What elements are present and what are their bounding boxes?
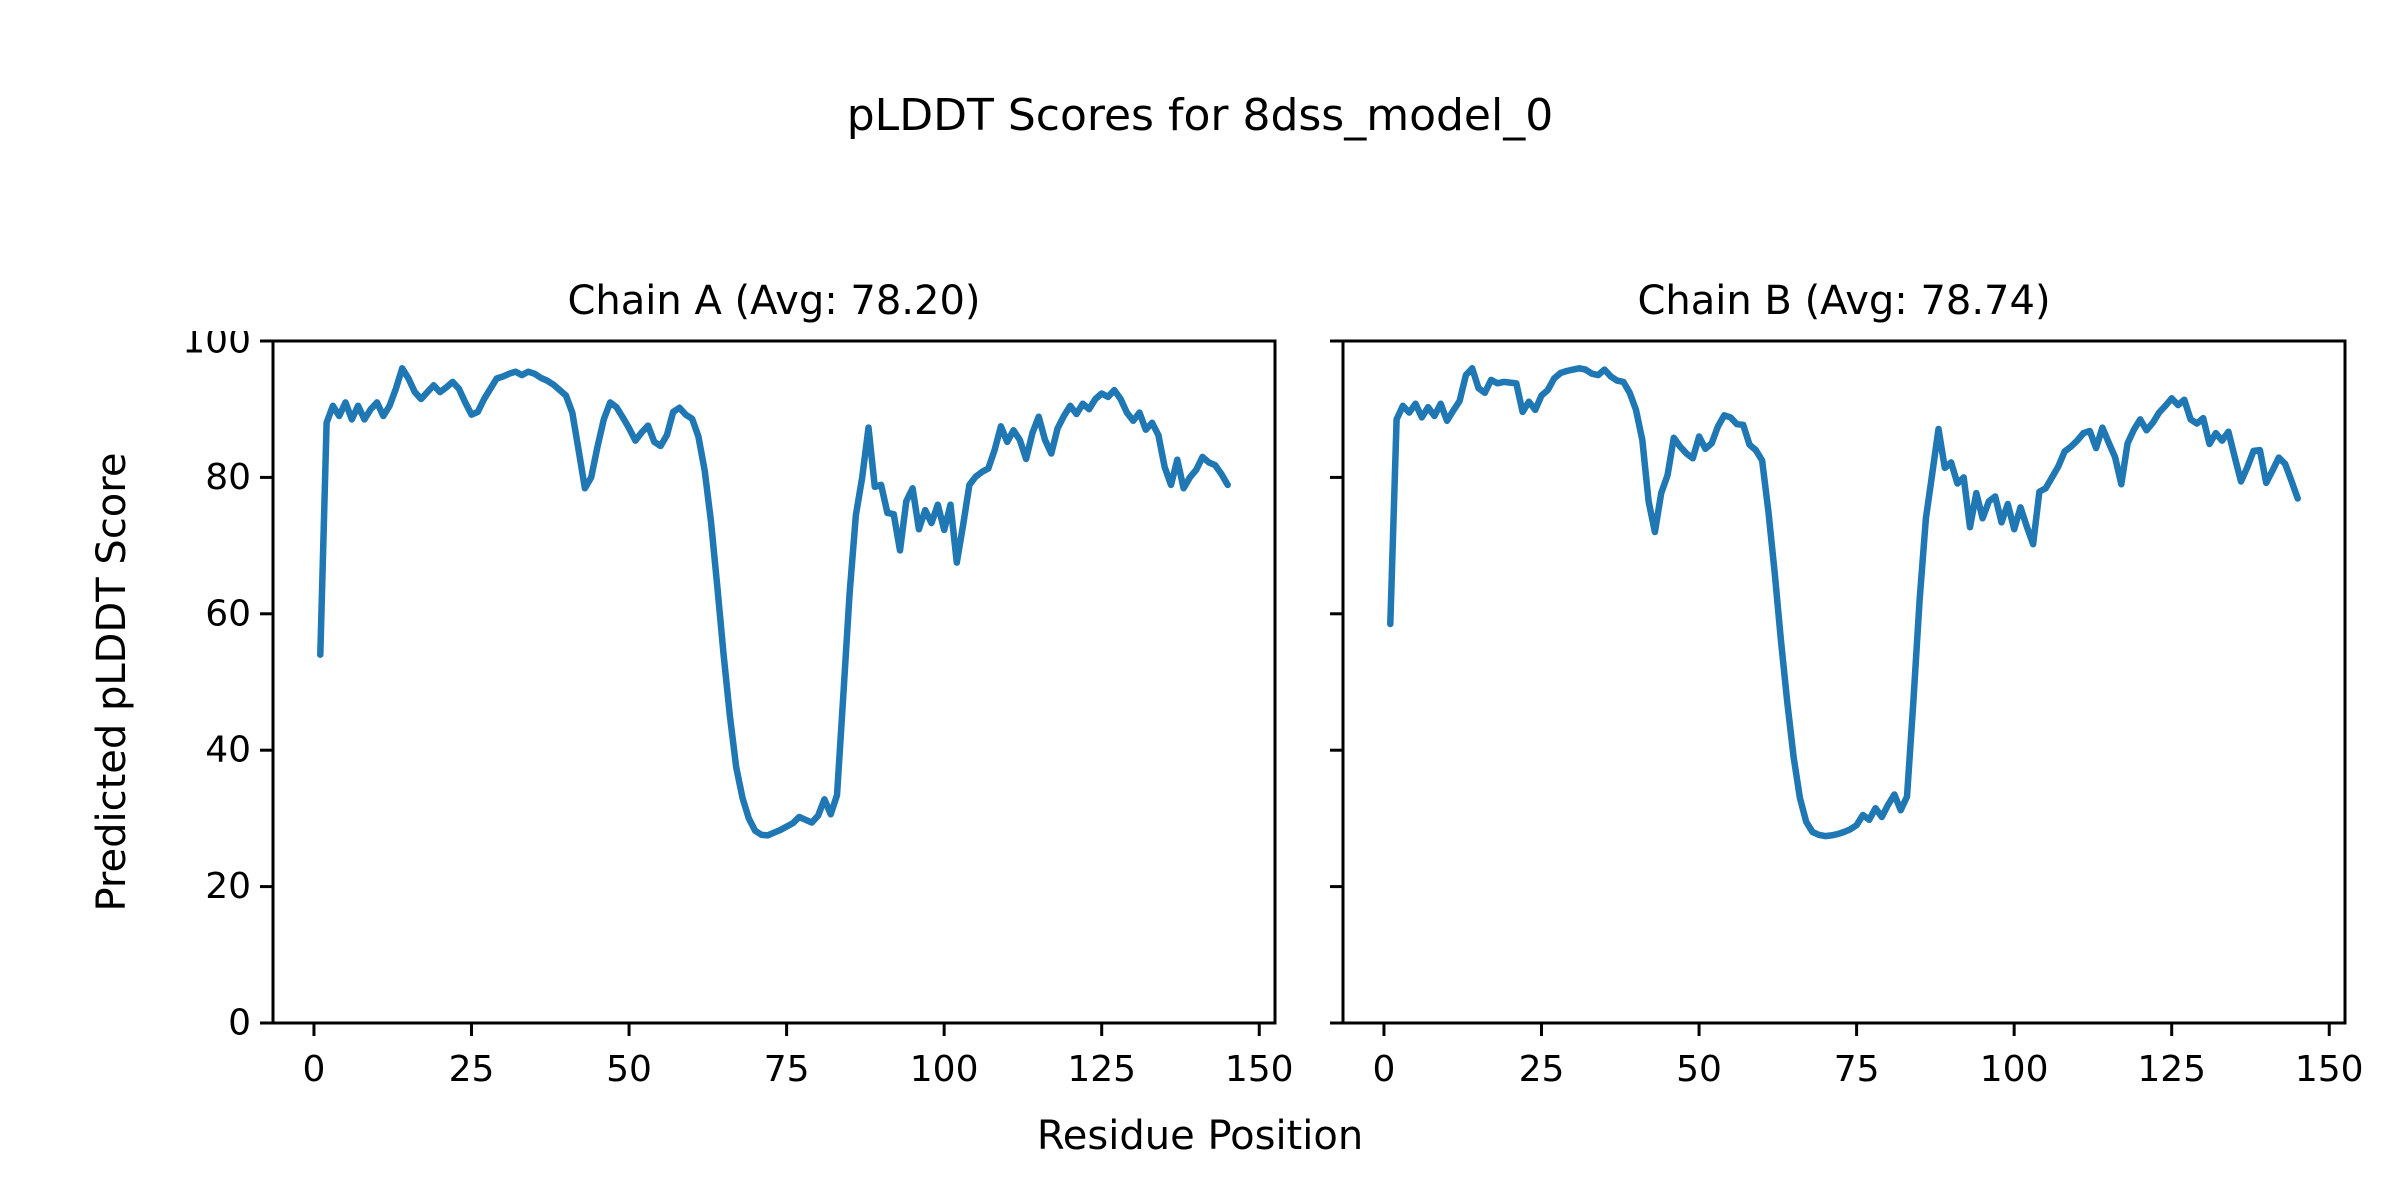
axes-frame — [1341, 339, 2347, 1025]
y-tick-label: 20 — [205, 866, 251, 907]
x-tick-label: 25 — [449, 1049, 495, 1090]
x-tick-label: 0 — [303, 1049, 326, 1090]
y-tick-label: 80 — [205, 457, 251, 498]
plddt-line-chain-B — [1387, 365, 2301, 840]
x-tick-label: 100 — [910, 1049, 979, 1090]
subplot-title-chain-b: Chain B (Avg: 78.74) — [1637, 278, 2051, 324]
subplot-title-chain-a: Chain A (Avg: 78.20) — [567, 278, 981, 324]
x-tick-label: 125 — [2137, 1049, 2206, 1090]
x-tick-label: 125 — [1067, 1049, 1136, 1090]
x-tick-label: 75 — [1834, 1049, 1880, 1090]
x-tick-label: 100 — [1980, 1049, 2049, 1090]
y-tick-label: 40 — [205, 730, 251, 771]
x-tick-label: 50 — [606, 1049, 652, 1090]
x-tick-label: 25 — [1519, 1049, 1565, 1090]
axes-frame — [271, 339, 1277, 1025]
chain-a-plot: 0 25 50 75 100 125 150 0 20 40 60 80 100 — [182, 331, 1294, 1090]
x-tick-label: 50 — [1676, 1049, 1722, 1090]
chain-b-plot: 0 25 50 75 100 125 150 — [1330, 339, 2364, 1090]
y-tick-label: 60 — [205, 593, 251, 634]
x-tick-label: 150 — [2295, 1049, 2364, 1090]
y-tick-label: 100 — [182, 331, 251, 362]
plddt-line-chain-A — [317, 365, 1231, 839]
figure-title: pLDDT Scores for 8dss_model_0 — [846, 90, 1554, 141]
x-tick-label: 75 — [764, 1049, 810, 1090]
x-tick-label: 0 — [1373, 1049, 1396, 1090]
x-axis-label: Residue Position — [1036, 1113, 1364, 1159]
y-tick-label: 0 — [228, 1003, 251, 1044]
x-tick-label: 150 — [1225, 1049, 1294, 1090]
y-axis-label: Predicted pLDDT Score — [89, 452, 135, 912]
